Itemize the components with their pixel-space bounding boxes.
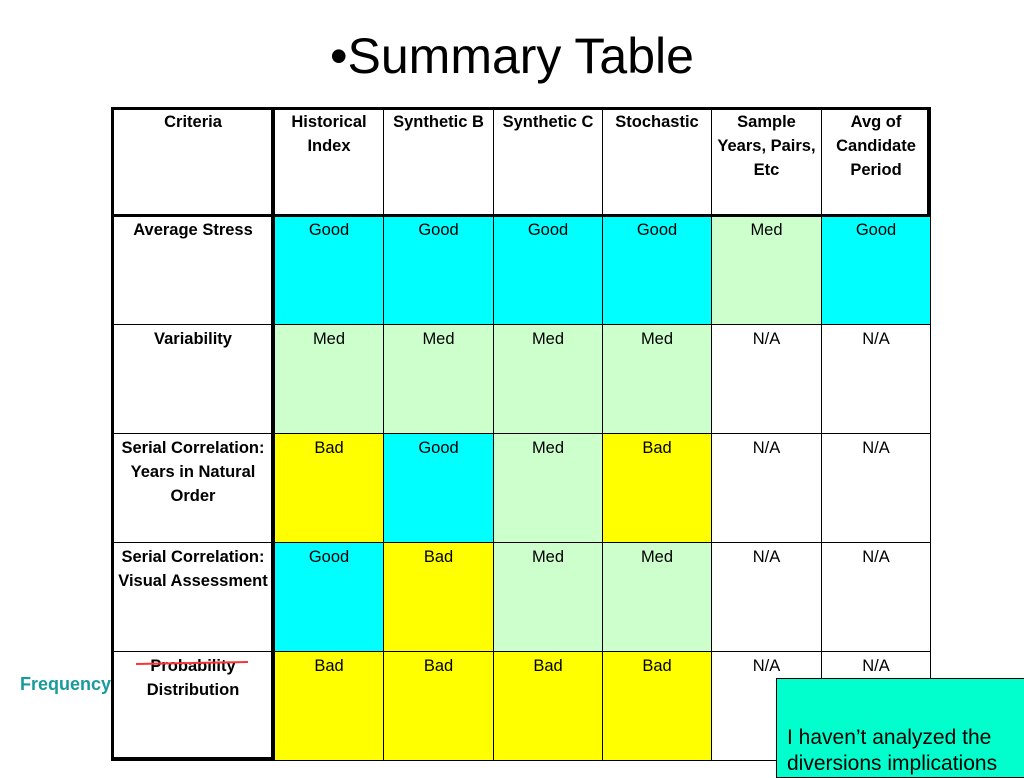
rating-cell: Med (602, 542, 712, 652)
rating-cell: Med (493, 542, 603, 652)
note-line: diversions implications (787, 752, 998, 775)
rating-cell: N/A (821, 542, 931, 652)
rating-cell: Bad (383, 651, 494, 761)
rating-cell: Med (383, 324, 494, 434)
row-criteria: Average Stress (111, 215, 275, 325)
header-criteria: Criteria (111, 107, 275, 216)
header-row: Criteria Historical Index Synthetic B Sy… (111, 107, 931, 216)
rating-cell: Med (602, 324, 712, 434)
table-row: Serial Correlation: Years in Natural Ord… (111, 433, 931, 543)
row-criteria: Variability (111, 324, 275, 434)
header-synthetic-c: Synthetic C (493, 107, 603, 216)
rating-cell: Bad (383, 542, 494, 652)
rating-cell: N/A (711, 542, 822, 652)
rating-cell: Good (383, 215, 494, 325)
rating-cell: Good (274, 542, 384, 652)
row-criteria: Serial Correlation: Years in Natural Ord… (111, 433, 275, 543)
rating-cell: Bad (493, 651, 603, 761)
header-sample-years: Sample Years, Pairs, Etc (711, 107, 822, 216)
rating-cell: Good (602, 215, 712, 325)
header-stochastic: Stochastic (602, 107, 712, 216)
rating-cell: Bad (602, 433, 712, 543)
slide-title: •Summary Table (330, 28, 694, 84)
header-synthetic-b: Synthetic B (383, 107, 494, 216)
header-right-border (927, 107, 930, 217)
rating-cell: Med (711, 215, 822, 325)
rating-cell: Med (493, 433, 603, 543)
replacement-annotation: Frequency (20, 674, 112, 694)
rating-cell: N/A (821, 433, 931, 543)
summary-table: Criteria Historical Index Synthetic B Sy… (111, 107, 931, 761)
header-historical-index: Historical Index (274, 107, 384, 216)
rating-cell: Good (493, 215, 603, 325)
header-bottom-border (111, 214, 930, 217)
rating-cell: N/A (711, 324, 822, 434)
rating-cell: Bad (274, 651, 384, 761)
table-row: Average Stress Good Good Good Good Med G… (111, 215, 931, 325)
rating-cell: Good (383, 433, 494, 543)
rating-cell: Med (493, 324, 603, 434)
header-avg-candidate-period: Avg of Candidate Period (821, 107, 931, 216)
table-top-border (111, 107, 930, 110)
rating-cell: Good (274, 215, 384, 325)
note-callout: I haven’t analyzed the diversions implic… (776, 678, 1024, 778)
table-row: Variability Med Med Med Med N/A N/A (111, 324, 931, 434)
criteria-bottom-border (111, 757, 274, 760)
row-criteria: Probability Distribution (111, 651, 275, 761)
rating-cell: Bad (602, 651, 712, 761)
rating-cell: Med (274, 324, 384, 434)
rating-cell: Bad (274, 433, 384, 543)
table-row: Serial Correlation: Visual Assessment Go… (111, 542, 931, 652)
rating-cell: N/A (821, 324, 931, 434)
note-line: I haven’t analyzed the (787, 726, 992, 749)
rating-cell: N/A (711, 433, 822, 543)
row-criteria: Serial Correlation: Visual Assessment (111, 542, 275, 652)
rating-cell: Good (821, 215, 931, 325)
